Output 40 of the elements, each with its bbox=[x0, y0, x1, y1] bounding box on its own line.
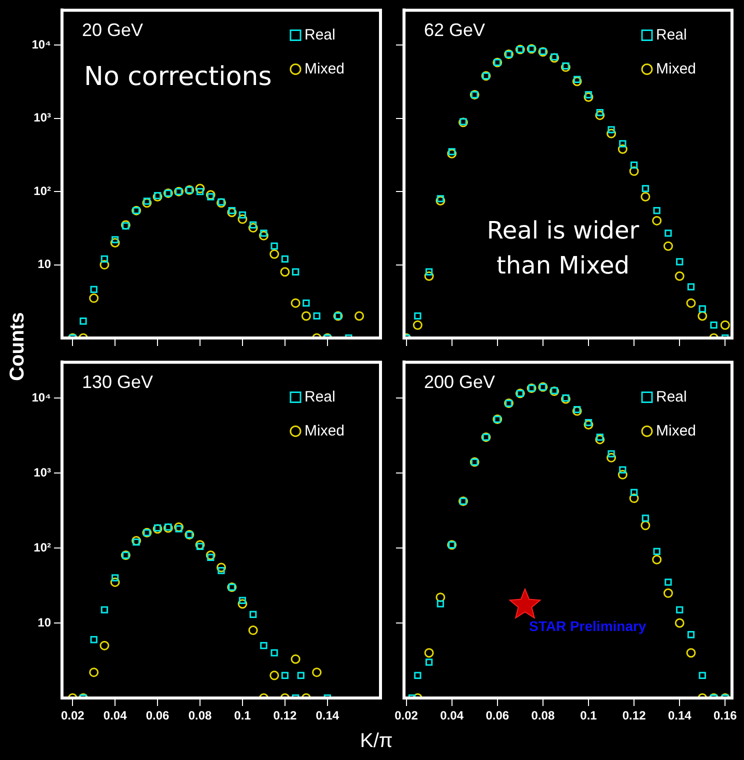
x-tick-label: 0.06 bbox=[486, 708, 510, 723]
y-tick-label: 10⁴ bbox=[32, 390, 52, 404]
x-tick-label: 0.14 bbox=[316, 708, 340, 723]
text: 130 GeV bbox=[82, 372, 154, 392]
legend-label: Real bbox=[304, 388, 336, 406]
x-axis-title: K/π bbox=[360, 730, 393, 753]
x-tick-label: 0.08 bbox=[531, 708, 555, 723]
x-tick-label: 0.02 bbox=[60, 708, 85, 723]
annotation: Real is wider than Mixed bbox=[486, 216, 640, 280]
x-tick-label: 0.04 bbox=[103, 708, 128, 723]
y-tick-label: 10 bbox=[38, 257, 52, 272]
text: 62 GeV bbox=[424, 20, 486, 40]
legend-label: Mixed bbox=[656, 422, 696, 440]
legend-label: Real bbox=[656, 388, 687, 406]
y-tick-label: 10² bbox=[34, 540, 52, 554]
x-tick-label: 0.04 bbox=[440, 708, 464, 723]
legend-label: Mixed bbox=[656, 60, 696, 78]
x-tick-label: 0.06 bbox=[146, 708, 170, 723]
y-axis-title: Counts bbox=[6, 311, 30, 383]
y-tick-label: 10 bbox=[38, 615, 52, 630]
legend-label: Mixed bbox=[304, 60, 345, 78]
x-tick-label: 0.14 bbox=[668, 708, 692, 723]
annotation: No corrections bbox=[84, 62, 272, 92]
text: 200 GeV bbox=[424, 372, 496, 392]
annotation: STAR Preliminary bbox=[529, 618, 646, 634]
x-tick-label: 0.1 bbox=[580, 708, 598, 723]
y-tick-label: 10⁴ bbox=[32, 37, 52, 52]
y-tick-label: 10³ bbox=[34, 465, 52, 480]
x-tick-label: 0.08 bbox=[188, 708, 212, 723]
legend-label: Real bbox=[656, 26, 687, 44]
y-tick-label: 10² bbox=[34, 184, 52, 198]
y-tick-label: 10³ bbox=[34, 110, 52, 125]
text: 20 GeV bbox=[82, 20, 144, 40]
x-tick-label: 0.12 bbox=[622, 708, 646, 723]
legend-label: Mixed bbox=[304, 422, 345, 440]
x-tick-label: 0.02 bbox=[394, 708, 418, 723]
x-tick-label: 0.1 bbox=[234, 708, 252, 723]
x-tick-label: 0.16 bbox=[713, 708, 738, 723]
legend-label: Real bbox=[304, 26, 336, 44]
x-tick-label: 0.12 bbox=[273, 708, 297, 723]
